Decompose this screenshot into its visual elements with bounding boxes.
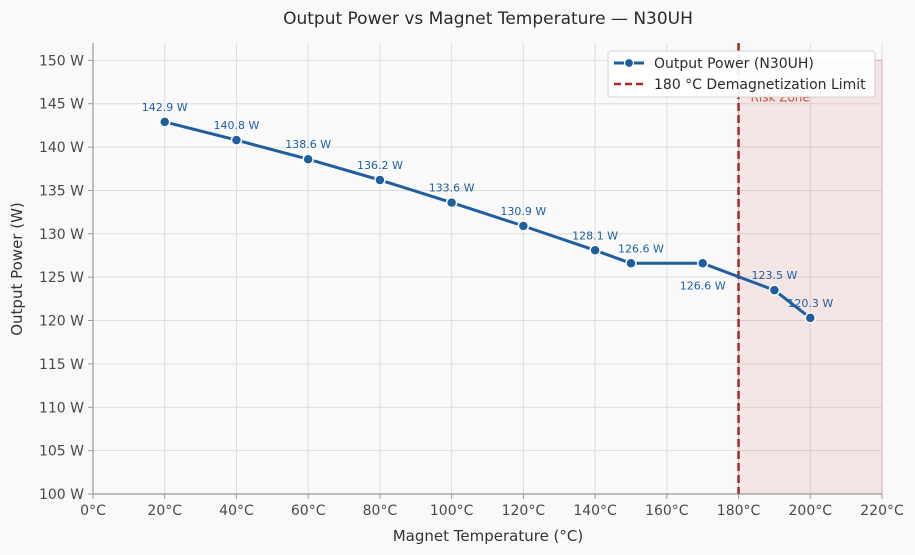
data-point-10 (804, 312, 817, 324)
data-label-9: 123.5 W (751, 269, 797, 282)
y-tick-label-4: 120 W (39, 314, 84, 330)
legend-entry-demagnetization-limit: 180 °C Demagnetization Limit (654, 77, 866, 93)
data-point-6 (589, 244, 601, 257)
y-tick-label-7: 135 W (39, 183, 84, 199)
risk-zone-area: Risk Zone (738, 59, 883, 495)
y-tick-label-3: 115 W (39, 357, 84, 373)
series-group (158, 116, 817, 324)
x-tick-label-8: 160°C (645, 503, 689, 519)
data-label-1: 140.8 W (214, 119, 260, 132)
grid (93, 43, 883, 494)
data-label-6: 128.1 W (572, 229, 618, 242)
x-tick-label-7: 140°C (573, 503, 617, 519)
x-tick-label-6: 120°C (502, 503, 546, 519)
data-label-8: 126.6 W (680, 279, 726, 292)
x-tick-label-0: 0°C (80, 503, 106, 519)
x-tick-label-3: 60°C (291, 503, 326, 519)
data-point-3 (374, 174, 386, 186)
chart-title: Output Power vs Magnet Temperature — N30… (283, 9, 693, 29)
data-label-7: 126.6 W (618, 242, 664, 255)
data-label-5: 130.9 W (500, 205, 546, 218)
data-point-0 (158, 116, 171, 128)
plot-area (93, 43, 882, 494)
data-label-2: 138.6 W (285, 138, 331, 151)
x-tick-label-4: 80°C (363, 503, 398, 519)
risk-zone-shading (738, 59, 883, 495)
y-tick-label-1: 105 W (39, 444, 84, 460)
data-point-8 (696, 257, 709, 270)
y-tick-label-0: 100 W (39, 487, 84, 503)
data-point-7 (625, 257, 637, 270)
y-tick-label-9: 145 W (39, 97, 84, 113)
x-axis-title: Magnet Temperature (°C) (393, 527, 584, 545)
y-tick-label-6: 130 W (39, 227, 84, 243)
x-tick-label-11: 220°C (860, 503, 904, 519)
y-tick-label-10: 150 W (39, 53, 84, 69)
axes: 0°C 20°C 40°C 60°C 80°C 100°C 120°C 140°C 160°C 1… (39, 43, 904, 519)
data-point-5 (517, 220, 530, 232)
data-point-4 (445, 196, 458, 209)
x-tick-label-9: 180°C (717, 503, 761, 519)
x-tick-label-5: 100°C (430, 503, 474, 519)
data-label-0: 142.9 W (142, 101, 188, 114)
y-tick-label-8: 140 W (39, 140, 84, 156)
data-label-4: 133.6 W (429, 182, 475, 195)
x-tick-label-10: 200°C (789, 503, 833, 519)
y-tick-label-2: 110 W (39, 400, 84, 416)
y-axis-title: Output Power (W) (8, 202, 26, 336)
data-labels: 142.9 W 140.8 W 138.6 W 136.2 W 133.6 W 130.9… (142, 101, 834, 310)
data-point-9 (768, 284, 781, 296)
legend-series-marker (623, 57, 635, 69)
x-tick-label-1: 20°C (147, 503, 182, 519)
data-point-2 (302, 153, 314, 165)
legend-box (607, 50, 876, 98)
legend-entry-output-power: Output Power (N30UH) (654, 56, 814, 72)
data-label-10: 120.3 W (787, 297, 833, 310)
data-point-1 (230, 134, 243, 146)
x-tick-label-2: 40°C (219, 503, 254, 519)
legend: Output Power (N30UH) 180 °C Demagnetizat… (607, 50, 876, 98)
y-tick-label-5: 125 W (39, 270, 84, 286)
data-label-3: 136.2 W (357, 159, 403, 172)
